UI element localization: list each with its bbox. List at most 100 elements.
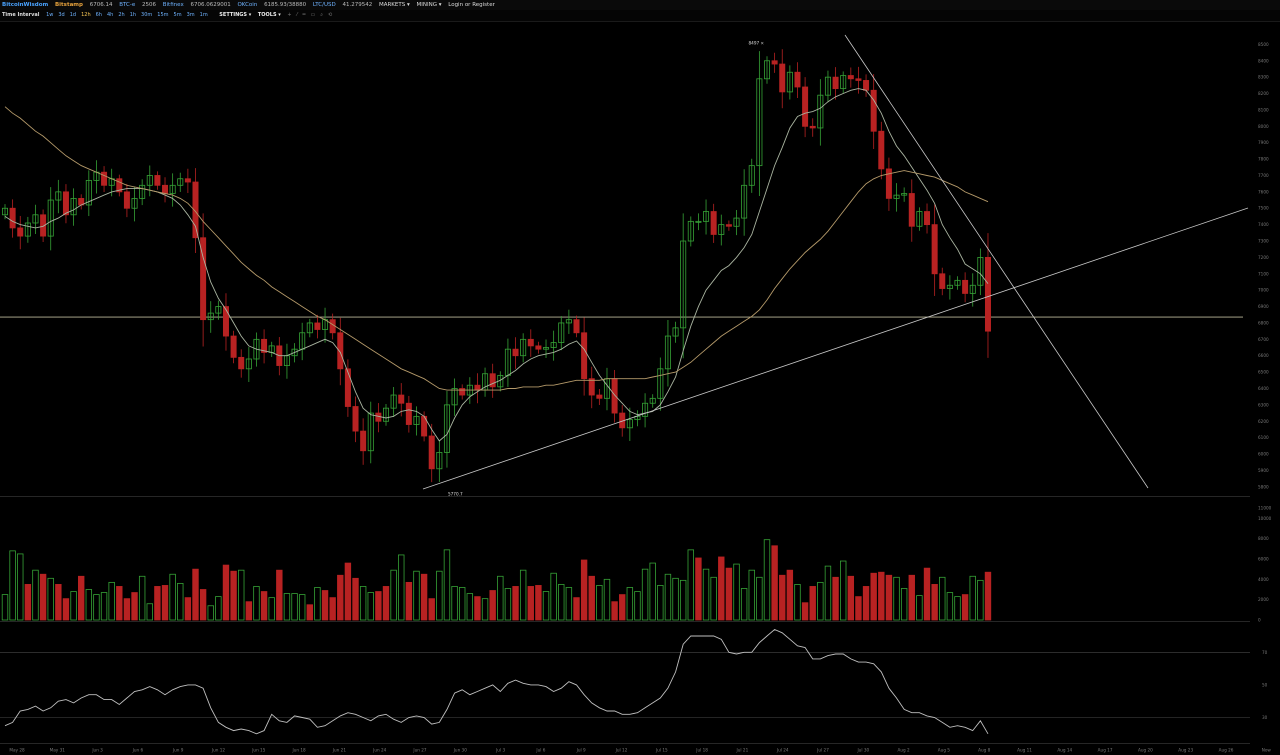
volume-bar[interactable] <box>367 592 374 621</box>
candle[interactable] <box>489 373 496 388</box>
candle[interactable] <box>901 193 908 196</box>
candle[interactable] <box>863 80 870 91</box>
volume-bar[interactable] <box>984 571 992 621</box>
candle[interactable] <box>116 178 123 193</box>
volume-bar[interactable] <box>458 587 466 621</box>
volume-bar[interactable] <box>344 562 352 621</box>
volume-bar[interactable] <box>436 570 443 621</box>
volume-bar[interactable] <box>245 601 253 621</box>
candle[interactable] <box>718 224 725 235</box>
volume-bar[interactable] <box>923 567 931 621</box>
candle[interactable] <box>527 338 534 347</box>
candle[interactable] <box>786 71 793 93</box>
candle[interactable] <box>398 394 405 404</box>
tool-icon-4[interactable]: ⌕ <box>320 12 323 18</box>
volume-bar[interactable] <box>108 581 115 621</box>
volume-bar[interactable] <box>954 596 961 621</box>
candle[interactable] <box>520 338 527 357</box>
volume-bar[interactable] <box>786 569 794 621</box>
interval-1m[interactable]: 1m <box>199 12 208 18</box>
volume-bar[interactable] <box>908 574 915 621</box>
candle[interactable] <box>657 368 664 399</box>
candle[interactable] <box>200 237 207 321</box>
volume-bar[interactable] <box>504 588 512 621</box>
candle[interactable] <box>703 211 710 222</box>
candle[interactable] <box>931 224 938 275</box>
volume-bar[interactable] <box>596 585 603 621</box>
exchange-link[interactable]: Bitstamp <box>54 2 83 8</box>
candle[interactable] <box>314 322 321 330</box>
volume-bar[interactable] <box>329 597 336 621</box>
candle[interactable] <box>146 175 153 186</box>
candle[interactable] <box>924 211 931 226</box>
candle[interactable] <box>733 217 740 227</box>
volume-bar[interactable] <box>931 584 938 621</box>
candle[interactable] <box>611 378 618 414</box>
candle[interactable] <box>154 175 161 186</box>
candle[interactable] <box>756 78 763 167</box>
volume-bar[interactable] <box>725 567 733 621</box>
volume-bar[interactable] <box>862 586 870 621</box>
volume-bar[interactable] <box>916 595 923 621</box>
volume-bar[interactable] <box>268 597 275 621</box>
candle[interactable] <box>474 384 481 391</box>
volume-bar[interactable] <box>946 592 954 621</box>
volume-bar[interactable] <box>900 588 908 621</box>
volume-bar[interactable] <box>85 589 93 621</box>
volume-bar[interactable] <box>847 575 855 621</box>
volume-bar[interactable] <box>116 586 123 621</box>
candle[interactable] <box>550 342 557 348</box>
volume-bar[interactable] <box>687 549 694 621</box>
mining-menu[interactable]: MINING ▾ <box>416 2 442 8</box>
candle[interactable] <box>687 220 694 242</box>
volume-bar[interactable] <box>253 586 260 621</box>
volume-bar[interactable] <box>558 584 565 621</box>
candle[interactable] <box>847 75 854 80</box>
tools-menu[interactable]: TOOLS ▾ <box>257 12 281 18</box>
volume-bar[interactable] <box>588 575 595 621</box>
candle[interactable] <box>771 60 778 65</box>
volume-bar[interactable] <box>428 598 435 621</box>
volume-bar[interactable] <box>855 596 862 621</box>
tool-icon-5[interactable]: ⟲ <box>328 12 333 18</box>
candle[interactable] <box>207 312 214 321</box>
candle[interactable] <box>642 402 649 417</box>
candle[interactable] <box>512 348 519 357</box>
pair-ltcusd[interactable]: LTC/USD <box>312 2 336 8</box>
pair-bitfinex[interactable]: Bitfinex <box>162 2 184 8</box>
candle[interactable] <box>253 338 260 360</box>
volume-bar[interactable] <box>161 585 169 621</box>
candle[interactable] <box>962 279 969 294</box>
candle[interactable] <box>428 435 435 470</box>
candle[interactable] <box>581 332 588 380</box>
volume-bar[interactable] <box>611 601 618 621</box>
candle[interactable] <box>375 412 382 422</box>
candle[interactable] <box>596 394 603 399</box>
volume-bar[interactable] <box>565 587 573 621</box>
candle[interactable] <box>680 240 687 329</box>
tool-icon-1[interactable]: ⁄ <box>296 12 298 18</box>
volume-bar[interactable] <box>321 590 329 621</box>
candle[interactable] <box>779 63 786 93</box>
candle[interactable] <box>55 191 62 201</box>
interval-1h[interactable]: 1h <box>129 12 137 18</box>
volume-bar[interactable] <box>238 569 245 621</box>
volume-bar[interactable] <box>550 572 557 621</box>
candle[interactable] <box>139 184 146 199</box>
tool-icon-0[interactable]: + <box>287 12 292 18</box>
candle[interactable] <box>588 378 595 396</box>
candle[interactable] <box>855 78 862 81</box>
volume-bar[interactable] <box>382 586 390 621</box>
volume-bar[interactable] <box>100 592 108 621</box>
interval-1d[interactable]: 1d <box>69 12 77 18</box>
candle[interactable] <box>649 397 656 404</box>
volume-bar[interactable] <box>466 593 474 621</box>
volume-bar[interactable] <box>748 569 755 621</box>
candle[interactable] <box>885 168 892 199</box>
candle[interactable] <box>230 335 237 358</box>
volume-bar[interactable] <box>298 594 306 621</box>
interval-3m[interactable]: 3m <box>186 12 195 18</box>
interval-1w[interactable]: 1w <box>46 12 54 18</box>
volume-bar[interactable] <box>519 569 527 621</box>
volume-bar[interactable] <box>146 603 153 621</box>
